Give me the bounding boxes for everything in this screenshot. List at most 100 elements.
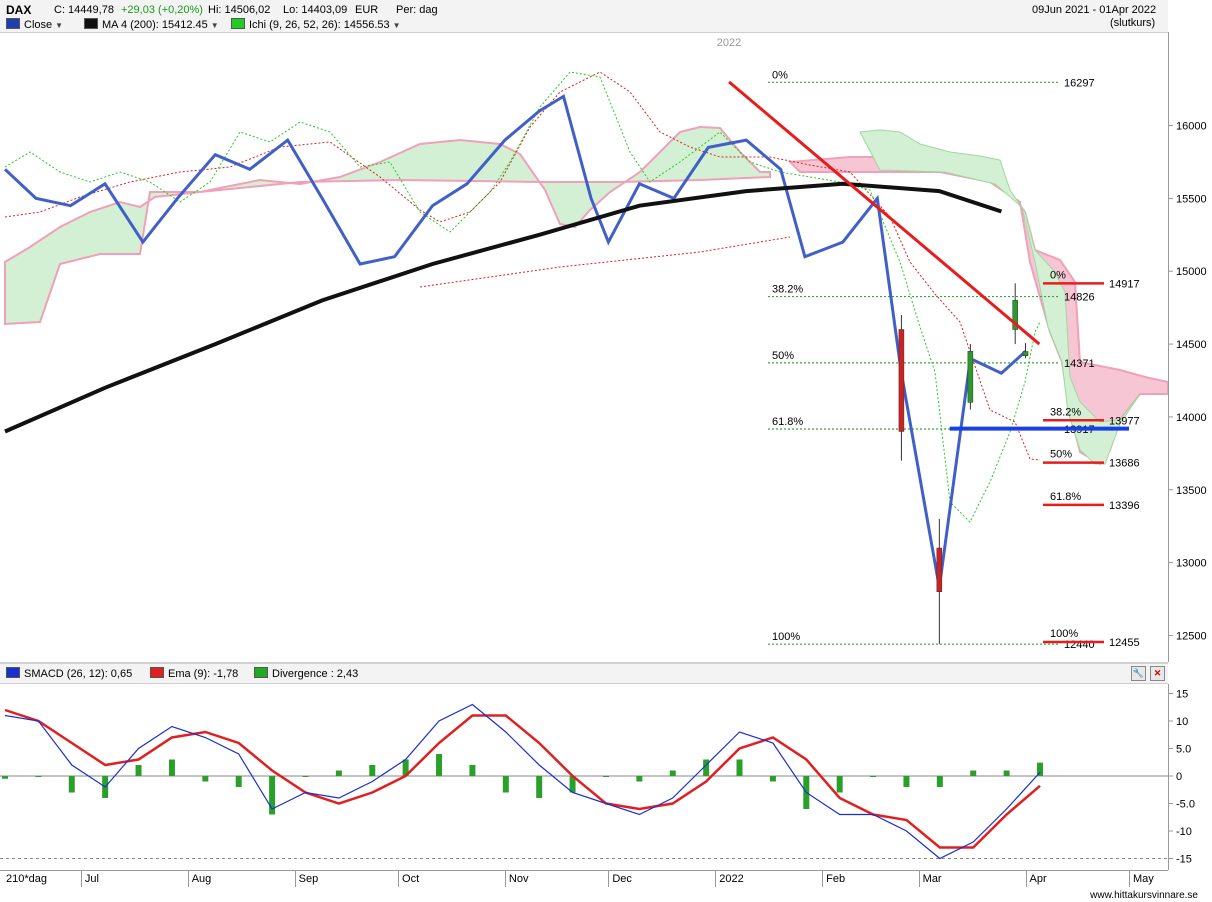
divergence-bar <box>168 759 175 776</box>
ema-line <box>4 708 1041 849</box>
year-marker-2022: 2022 <box>717 37 741 49</box>
y-tick-label: 13500 <box>1176 485 1207 497</box>
candlesticks <box>898 283 1029 645</box>
fib2-level-value: 14917 <box>1109 278 1140 290</box>
legend-label: Ichi (9, 26, 52, 26): 14556.53 <box>249 19 390 31</box>
y-tick-label: 12500 <box>1176 630 1207 642</box>
divergence-bar <box>736 759 743 776</box>
legend-label: Divergence : 2,43 <box>272 668 359 680</box>
macd-y-tick-label: 10 <box>1176 716 1188 728</box>
macd-y-tick-label: -5.0 <box>1176 799 1195 811</box>
legend-close[interactable]: Close ▼ <box>6 18 63 31</box>
x-tick-label: Dec <box>612 873 632 885</box>
fib2-level-label: 61.8% <box>1050 491 1081 503</box>
divergence-bar <box>369 765 376 776</box>
x-tick-separator <box>822 871 824 887</box>
candle-body <box>1012 300 1018 330</box>
fib2-level-label: 50% <box>1050 449 1072 461</box>
candle-body <box>1022 351 1029 356</box>
divergence-bar <box>769 776 776 782</box>
legend-swatch <box>6 18 20 29</box>
footer-site[interactable]: www.hittakursvinnare.se <box>1090 890 1198 901</box>
fib2-level-value: 13977 <box>1109 415 1140 427</box>
currency-label: EUR <box>355 4 379 16</box>
divergence-bar <box>135 765 142 776</box>
candle-body <box>936 547 943 592</box>
divergence-bar <box>836 776 843 793</box>
fib2-level-label: 38.2% <box>1050 406 1081 418</box>
legend-swatch <box>231 18 245 29</box>
macd-y-tick-label: -10 <box>1176 826 1192 838</box>
change-value: +29,03 (+0,20%) <box>121 4 203 16</box>
divergence-bar <box>402 759 409 776</box>
trendline-red[interactable] <box>728 80 1041 346</box>
chevron-down-icon[interactable]: ▼ <box>55 21 64 30</box>
fib-level-label: 38.2% <box>772 284 803 296</box>
symbol-label: DAX <box>6 3 32 17</box>
legend-swatch <box>150 667 164 678</box>
chart-header: DAX C: 14449,78 +29,03 (+0,20%) Hi: 1450… <box>0 0 1168 33</box>
chevron-down-icon[interactable]: ▼ <box>210 21 219 30</box>
fib-level-label: 61.8% <box>772 416 803 428</box>
divergence-bar <box>703 759 710 776</box>
divergence-bar <box>669 770 676 776</box>
legend-ma[interactable]: MA 4 (200): 15412.45 ▼ <box>84 18 219 31</box>
period-label: Per: dag <box>396 4 438 16</box>
x-tick-separator <box>398 871 400 887</box>
macd-y-tick-label: 5.0 <box>1176 744 1191 756</box>
divergence-bar <box>502 776 509 793</box>
legend-label: Close <box>24 19 53 31</box>
x-tick-separator <box>1128 871 1130 887</box>
divergence-bar <box>269 776 276 815</box>
fib2-level-value: 13686 <box>1109 458 1140 470</box>
panel-divider[interactable] <box>0 662 1168 664</box>
y-axis-line <box>1168 32 1169 662</box>
macd-y-tick-label: 0 <box>1176 771 1182 783</box>
price-chart[interactable]: 12500 13000 13500 14000 14500 15000 15500 16000… <box>0 32 1212 662</box>
fib-level-label: 50% <box>772 350 794 362</box>
x-tick-separator <box>1025 871 1027 887</box>
fib2-level-label: 0% <box>1050 269 1066 281</box>
y-tick-label: 14500 <box>1176 339 1207 351</box>
x-tick-separator <box>187 871 189 887</box>
x-period-label: 210*dag <box>6 873 47 885</box>
x-tick-label: Apr <box>1029 873 1047 885</box>
macd-legend-bar: SMACD (26, 12): 0,65 Ema (9): -1,78 Dive… <box>0 664 1168 684</box>
x-tick-separator <box>294 871 296 887</box>
tenkan-line <box>4 71 1041 523</box>
candle-body <box>967 351 974 403</box>
low-value: Lo: 14403,09 <box>283 4 348 16</box>
divergence-bar <box>536 776 543 798</box>
legend-ichimoku[interactable]: Ichi (9, 26, 52, 26): 14556.53 ▼ <box>231 18 401 31</box>
chevron-down-icon[interactable]: ▼ <box>392 21 401 30</box>
kijun-line <box>4 71 1041 461</box>
x-tick-separator <box>80 871 82 887</box>
fib-level-label: 0% <box>772 69 788 81</box>
x-tick-separator <box>715 871 717 887</box>
macd-legend-ema: Ema (9): -1,78 <box>150 667 238 680</box>
y-axis-ticks: 12500 13000 13500 14000 14500 15000 15500 16000 <box>1168 121 1207 642</box>
fib-level-value: 14826 <box>1064 292 1095 304</box>
date-range: 09Jun 2021 - 01Apr 2022 <box>1032 4 1157 16</box>
macd-chart[interactable]: 15 10 5.0 0 -5.0 -10 -15 <box>0 684 1212 870</box>
macd-legend-smacd: SMACD (26, 12): 0,65 <box>6 667 132 680</box>
fib-level-value: 16297 <box>1064 77 1095 89</box>
x-tick-label: Oct <box>402 873 420 885</box>
y-tick-label: 15500 <box>1176 193 1207 205</box>
divergence-bar <box>636 776 643 782</box>
macd-legend-divergence: Divergence : 2,43 <box>254 667 358 680</box>
close-icon[interactable]: ✕ <box>1150 666 1165 681</box>
divergence-bar <box>202 776 209 782</box>
macd-y-tick-label: -15 <box>1176 854 1192 866</box>
divergence-bar <box>35 776 42 777</box>
fib-level-value: 14371 <box>1064 358 1095 370</box>
fib2-level-label: 100% <box>1050 628 1078 640</box>
x-tick-label: Aug <box>191 873 212 885</box>
macd-y-axis-ticks: 15 10 5.0 0 -5.0 -10 -15 <box>0 689 1195 866</box>
divergence-bar <box>602 776 609 777</box>
divergence-bar <box>903 776 910 787</box>
divergence-bar <box>469 765 476 776</box>
wrench-icon[interactable]: 🔧 <box>1131 666 1146 681</box>
divergence-bar <box>335 770 342 776</box>
fib-level-label: 100% <box>772 631 800 643</box>
